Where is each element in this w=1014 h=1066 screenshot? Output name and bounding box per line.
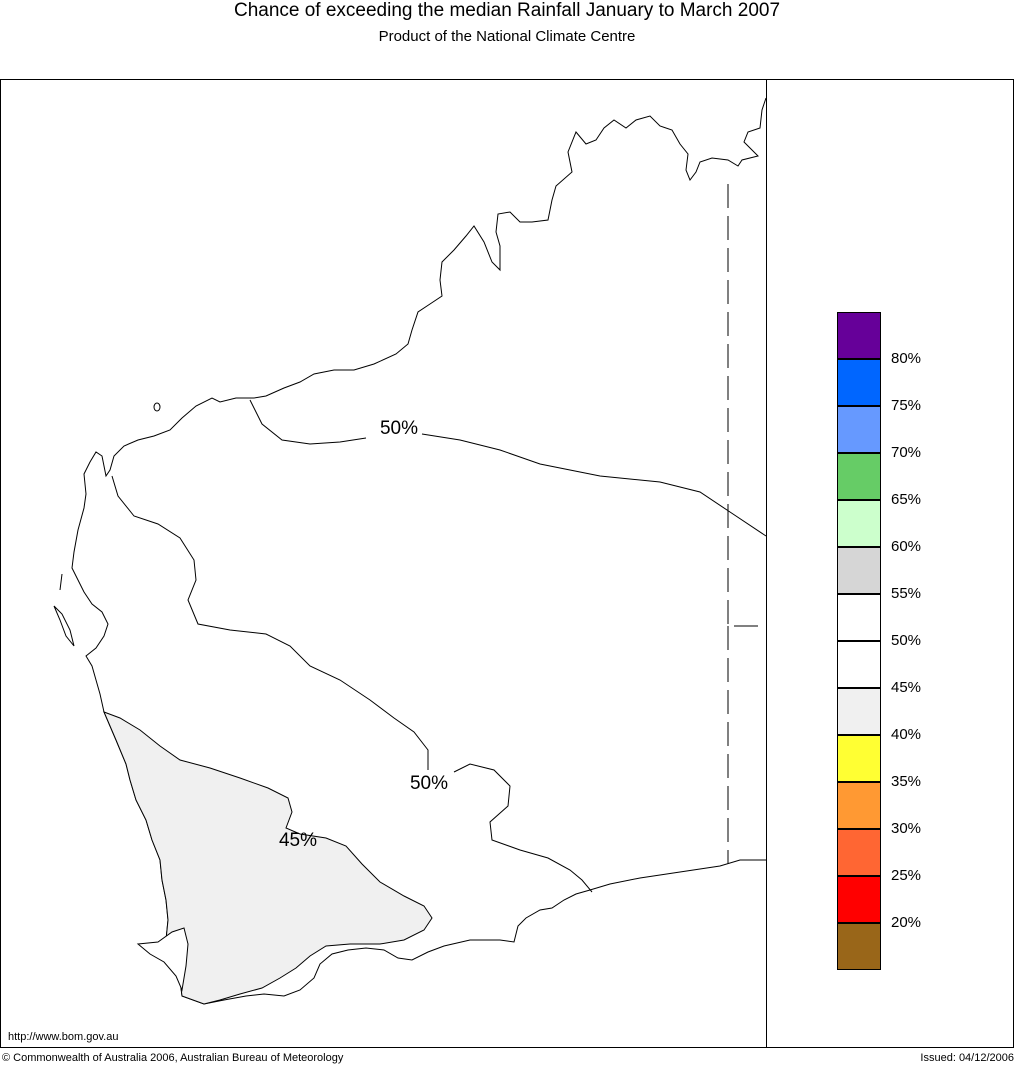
legend-label: 25% — [891, 867, 922, 884]
legend-label: 40% — [891, 726, 922, 743]
rainfall-map: 50% 50% 45% — [0, 79, 1014, 1048]
map-frame: 50% 50% 45% — [0, 79, 1014, 1048]
island — [153, 402, 161, 412]
legend-label: 55% — [891, 585, 922, 602]
legend-label: 50% — [891, 632, 922, 649]
contour-50-north — [249, 399, 767, 537]
legend-swatch — [837, 876, 881, 923]
legend-swatch — [837, 641, 881, 688]
legend-label: 45% — [891, 679, 922, 696]
legend-swatch — [837, 688, 881, 735]
island — [59, 573, 63, 591]
legend-swatch — [837, 500, 881, 547]
contour-label-50-north: 50% — [380, 418, 418, 439]
legend-swatch — [837, 594, 881, 641]
legend-label: 30% — [891, 820, 922, 837]
contour-label-50-south: 50% — [410, 773, 448, 794]
legend-swatch — [837, 782, 881, 829]
legend-swatch — [837, 359, 881, 406]
legend-swatch — [837, 829, 881, 876]
legend-swatch — [837, 923, 881, 970]
map-subtitle: Product of the National Climate Centre — [378, 28, 636, 45]
contour-label-45: 45% — [279, 830, 317, 851]
state-border — [727, 184, 766, 864]
copyright-notice: © Commonwealth of Australia 2006, Austra… — [2, 1052, 344, 1064]
legend-label: 60% — [891, 538, 922, 555]
legend-label: 35% — [891, 773, 922, 790]
legend-label: 80% — [891, 350, 922, 367]
land-mass — [72, 98, 766, 1004]
source-url[interactable]: http://www.bom.gov.au — [8, 1031, 119, 1043]
probability-legend — [837, 312, 881, 970]
coastal-bay — [136, 927, 189, 992]
legend-swatch — [837, 547, 881, 594]
island — [53, 605, 75, 647]
legend-label: 20% — [891, 914, 922, 931]
map-title: Chance of exceeding the median Rainfall … — [233, 0, 781, 21]
legend-swatch — [837, 453, 881, 500]
legend-swatch — [837, 735, 881, 782]
legend-label: 75% — [891, 397, 922, 414]
coastline — [71, 97, 767, 1005]
legend-swatch — [837, 312, 881, 359]
contour-50-south — [111, 475, 593, 893]
legend-label: 65% — [891, 491, 922, 508]
below-normal-region — [103, 711, 433, 1005]
legend-label: 70% — [891, 444, 922, 461]
issued-date: Issued: 04/12/2006 — [920, 1052, 1014, 1064]
legend-swatch — [837, 406, 881, 453]
